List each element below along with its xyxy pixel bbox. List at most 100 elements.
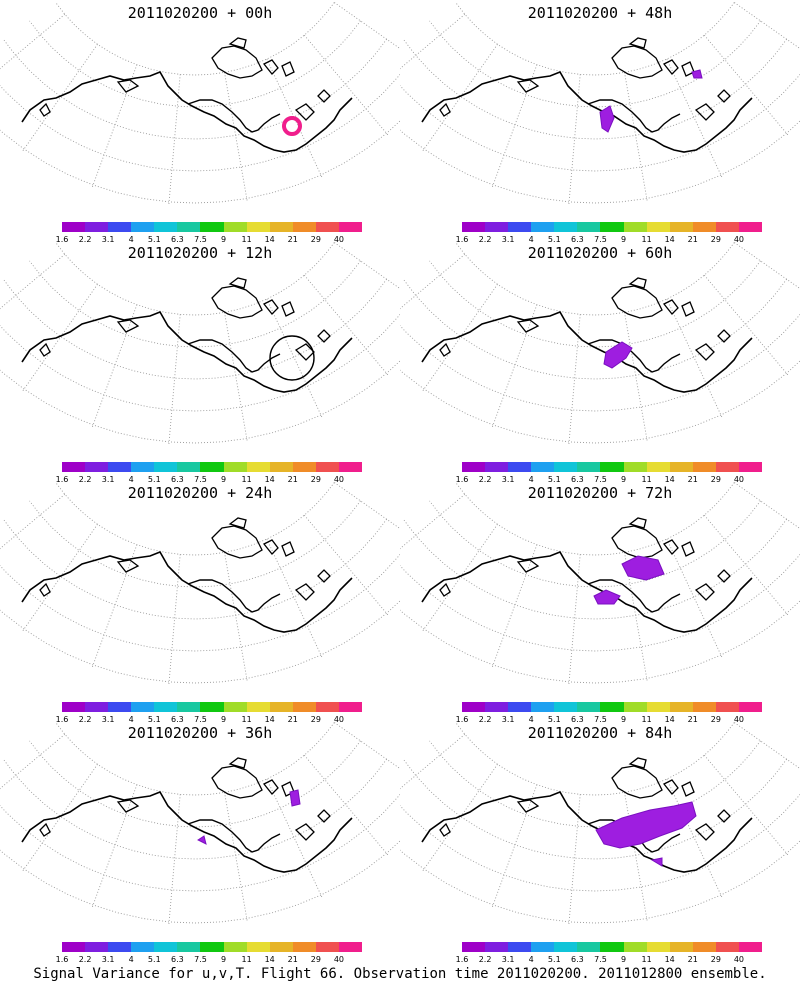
colorbar-swatch bbox=[154, 942, 178, 952]
longitude-line bbox=[168, 74, 181, 204]
colorbar-tick-label: 21 bbox=[287, 475, 298, 484]
longitude-line bbox=[624, 72, 648, 201]
colorbar-swatch bbox=[85, 222, 109, 232]
colorbar-swatch bbox=[131, 702, 155, 712]
longitude-line bbox=[734, 722, 800, 770]
colorbar-swatch bbox=[154, 462, 178, 472]
colorbar-swatch bbox=[623, 942, 647, 952]
colorbar-swatch bbox=[223, 462, 247, 472]
colorbar-swatch bbox=[200, 462, 224, 472]
colorbar-tick-label: 3.1 bbox=[501, 715, 515, 724]
island-outline bbox=[262, 779, 279, 795]
map-graphics bbox=[400, 242, 800, 444]
colorbar-swatch bbox=[715, 702, 739, 712]
longitude-line bbox=[734, 2, 800, 50]
colorbar-tick-label: 40 bbox=[333, 955, 345, 964]
longitude-line bbox=[22, 524, 98, 631]
colorbar-swatch bbox=[508, 222, 532, 232]
island-outline bbox=[628, 757, 647, 769]
longitude-line bbox=[734, 242, 800, 290]
colorbar-tick-label: 6.3 bbox=[171, 955, 184, 964]
figure-caption: Signal Variance for u,v,T. Flight 66. Ob… bbox=[33, 966, 767, 982]
panel-title: 2011020200 + 36h bbox=[127, 724, 273, 742]
colorbar-swatch bbox=[338, 702, 363, 712]
colorbar-tick-label: 7.5 bbox=[594, 235, 607, 244]
colorbar-labels: 1.6 2.2 3.1 4 5.1 6.3 7.5 9 11 14 21 29 40 bbox=[400, 235, 800, 245]
colorbar-swatch bbox=[715, 462, 739, 472]
longitude-line bbox=[491, 784, 538, 908]
variance-area bbox=[650, 857, 663, 867]
longitude-line bbox=[666, 538, 723, 658]
coastline bbox=[587, 99, 681, 133]
longitude-line bbox=[224, 552, 248, 681]
colorbar bbox=[62, 222, 363, 232]
colorbar-swatch bbox=[577, 222, 601, 232]
colorbar-tick-label: 29 bbox=[310, 235, 321, 244]
latitude-line bbox=[29, 260, 361, 348]
colorbar-swatch bbox=[577, 942, 601, 952]
coastline bbox=[421, 550, 753, 633]
colorbar-swatch bbox=[462, 942, 486, 952]
island-outline bbox=[116, 559, 140, 573]
colorbar-swatch bbox=[623, 222, 647, 232]
colorbar-tick-label: 21 bbox=[287, 235, 298, 244]
map-plot bbox=[0, 482, 400, 684]
latitude-line bbox=[29, 20, 361, 108]
colorbar-tick-label: 11 bbox=[641, 715, 652, 724]
colorbar-tick-label: 40 bbox=[333, 715, 345, 724]
longitude-line bbox=[400, 733, 466, 790]
colorbar-swatch bbox=[554, 702, 578, 712]
latitude-line bbox=[455, 242, 735, 316]
island-outline bbox=[439, 342, 451, 357]
colorbar-tick-label: 1.6 bbox=[55, 475, 69, 484]
colorbar-tick-label: 9 bbox=[220, 475, 227, 484]
panel-title: 2011020200 + 84h bbox=[527, 724, 673, 742]
island-outline bbox=[439, 582, 451, 597]
island-outline bbox=[116, 79, 140, 93]
colorbar-swatch bbox=[131, 462, 155, 472]
coastline bbox=[421, 70, 753, 153]
colorbar-swatch bbox=[269, 702, 293, 712]
colorbar-tick-label: 5.1 bbox=[547, 475, 561, 484]
colorbar-tick-label: 4 bbox=[528, 955, 534, 964]
colorbar bbox=[462, 702, 763, 712]
variance-area bbox=[289, 789, 301, 807]
island-outline bbox=[681, 301, 695, 317]
latitude-line bbox=[400, 313, 800, 412]
map-plot bbox=[0, 2, 400, 204]
longitude-line bbox=[400, 493, 466, 550]
island-outline bbox=[717, 89, 731, 103]
island-outline bbox=[439, 102, 451, 117]
variance-area bbox=[593, 589, 621, 605]
colorbar-tick-label: 40 bbox=[733, 475, 745, 484]
colorbar-tick-label: 11 bbox=[241, 235, 252, 244]
colorbar-swatch bbox=[177, 702, 201, 712]
colorbar-swatch bbox=[292, 222, 316, 232]
colorbar-tick-label: 7.5 bbox=[194, 955, 207, 964]
variance-area bbox=[691, 69, 703, 79]
panel-title: 2011020200 + 48h bbox=[527, 4, 673, 22]
colorbar-swatch bbox=[669, 462, 693, 472]
latitude-line bbox=[400, 600, 800, 684]
longitude-line bbox=[491, 544, 538, 668]
island-outline bbox=[317, 89, 331, 103]
latitude-line bbox=[55, 242, 335, 316]
longitude-line bbox=[703, 34, 789, 136]
colorbar-swatch bbox=[269, 462, 293, 472]
longitude-line bbox=[624, 312, 648, 441]
longitude-line bbox=[91, 544, 138, 668]
colorbar-swatch bbox=[485, 702, 509, 712]
colorbar-swatch bbox=[623, 702, 647, 712]
colorbar-tick-label: 7.5 bbox=[594, 715, 607, 724]
colorbar-swatch bbox=[200, 942, 224, 952]
latitude-line bbox=[455, 482, 735, 556]
island-outline bbox=[281, 541, 295, 557]
latitude-line bbox=[400, 120, 800, 204]
colorbar-swatch bbox=[108, 942, 132, 952]
colorbar-tick-label: 7.5 bbox=[194, 715, 207, 724]
panel-title: 2011020200 + 00h bbox=[127, 4, 273, 22]
longitude-line bbox=[0, 13, 66, 70]
colorbar-tick-label: 3.1 bbox=[101, 235, 115, 244]
map-panel-12h: 2011020200 + 12h 1.6 2.2 3.1 4 5.1 6.3 7.5 9 11 1… bbox=[0, 240, 400, 484]
island-outline bbox=[694, 103, 715, 121]
